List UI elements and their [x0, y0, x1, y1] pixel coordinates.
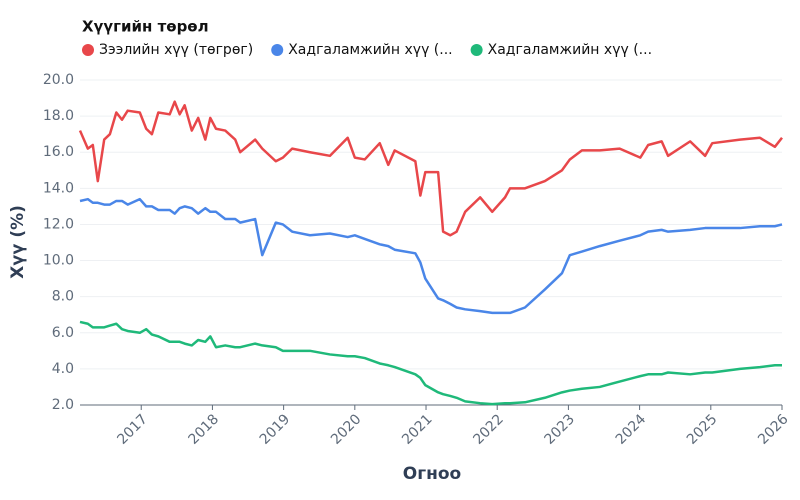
legend-label: Хадгаламжийн хүү (... [488, 42, 652, 58]
legend-swatch [82, 44, 94, 56]
legend-swatch [470, 44, 483, 56]
series-line [78, 100, 783, 237]
y-tick-label: 8.0 [52, 289, 74, 305]
x-axis-label: Огноо [403, 464, 461, 484]
legend-item[interactable]: Хадгаламжийн хүү (... [271, 42, 453, 58]
y-tick-label: 6.0 [52, 325, 74, 341]
x-tick-label: 2019 [257, 411, 294, 448]
x-tick-label: 2017 [114, 411, 151, 448]
x-tick-label: 2025 [684, 411, 721, 448]
y-tick-label: 16.0 [43, 144, 74, 160]
x-tick-label: 2020 [328, 411, 365, 448]
legend-swatch [271, 44, 284, 56]
x-tick-label: 2018 [186, 411, 223, 448]
legend-label: Зээлийн хүү (төгрөг) [99, 42, 253, 58]
legend-item[interactable]: Зээлийн хүү (төгрөг) [82, 42, 253, 58]
y-tick-label: 20.0 [43, 72, 74, 88]
x-tick-label: 2024 [613, 411, 650, 448]
legend-item[interactable]: Хадгаламжийн хүү (... [470, 42, 652, 58]
x-tick-label: 2022 [470, 411, 507, 448]
y-tick-label: 14.0 [43, 180, 74, 196]
y-tick-label: 18.0 [43, 108, 74, 124]
y-tick-label: 4.0 [52, 361, 74, 377]
x-tick-label: 2023 [542, 411, 579, 448]
series-line [79, 197, 783, 315]
y-tick-label: 2.0 [52, 397, 74, 413]
series-line [79, 320, 782, 406]
x-tick-label: 2026 [755, 411, 792, 448]
y-tick-label: 10.0 [43, 253, 74, 269]
y-axis-label: Хүү (%) [8, 205, 28, 279]
y-tick-label: 12.0 [43, 216, 74, 232]
x-tick-label: 2021 [399, 411, 436, 448]
legend-title: Хүүгийн төрөл [82, 18, 209, 36]
legend-label: Хадгаламжийн хүү (... [288, 42, 452, 58]
